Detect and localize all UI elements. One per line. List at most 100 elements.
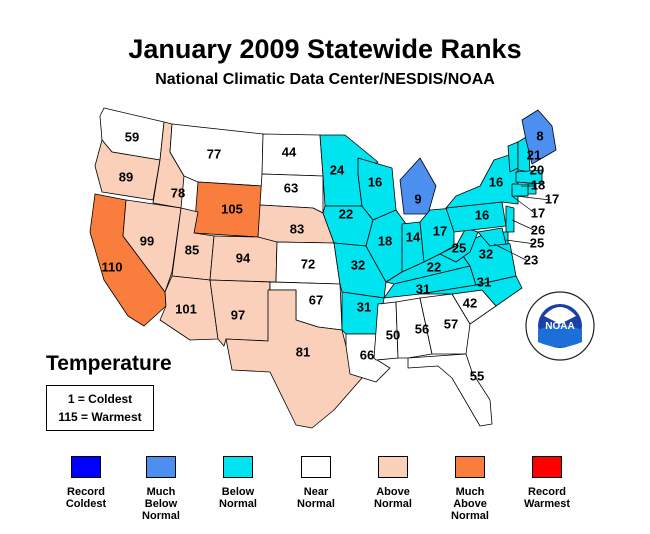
- state-nj: [505, 205, 515, 233]
- legend-label-near-normal: Near Normal: [276, 486, 356, 510]
- legend-label-record-coldest: Record Coldest: [46, 486, 126, 510]
- rank-label-la: 66: [360, 347, 374, 362]
- state-ga: [419, 293, 471, 355]
- rank-label-wa: 59: [125, 129, 139, 144]
- rank-label-nd: 44: [282, 144, 297, 159]
- leader-line: [511, 219, 537, 232]
- state-me: [521, 109, 557, 165]
- leader-line: [515, 195, 551, 201]
- leader-line: [493, 243, 529, 262]
- rank-label-tx: 81: [296, 344, 310, 359]
- legend-item-near-normal: Near Normal: [276, 456, 356, 510]
- rank-label-wi: 16: [368, 174, 382, 189]
- legend-label-line: Normal: [297, 498, 335, 510]
- states-layer: [89, 107, 557, 429]
- rank-label-ky: 22: [427, 259, 441, 274]
- rank-label-wv: 25: [452, 240, 466, 255]
- rank-label-ga: 57: [444, 316, 458, 331]
- rank-label-ia: 22: [339, 206, 353, 221]
- legend-label-line: Normal: [219, 498, 257, 510]
- rank-label-wy: 105: [221, 201, 243, 216]
- rank-label-tn: 31: [416, 281, 430, 296]
- rank-label-al: 56: [415, 321, 429, 336]
- legend-swatch-much-below-normal: [146, 456, 176, 478]
- state-ct: [511, 183, 529, 197]
- rank-label-mt: 77: [207, 146, 221, 161]
- rank-label-az: 101: [175, 301, 197, 316]
- rank-label-pa: 16: [475, 207, 489, 222]
- rank-label-nc: 31: [477, 274, 491, 289]
- rank-key-coldest: 1 = Coldest: [67, 392, 133, 406]
- legend-label-line: Normal: [374, 498, 412, 510]
- rank-label-ri: 17: [545, 191, 559, 206]
- rank-label-nv: 99: [140, 233, 154, 248]
- rank-label-ca: 110: [102, 259, 123, 274]
- state-ny: [445, 151, 519, 209]
- legend-label-much-below-normal: Much Below Normal: [121, 486, 201, 522]
- rank-label-il: 18: [378, 233, 392, 248]
- legend-label-line: Near: [303, 486, 329, 498]
- state-md: [477, 227, 507, 247]
- legend-label-much-above-normal: Much Above Normal: [430, 486, 510, 522]
- legend-label-record-warmest: Record Warmest: [507, 486, 587, 510]
- rank-label-sd: 63: [284, 180, 298, 195]
- state-vt: [507, 141, 519, 173]
- rank-label-ne: 83: [290, 221, 304, 236]
- state-tx: [225, 289, 363, 429]
- legend-item-much-below-normal: Much Below Normal: [121, 456, 201, 522]
- rank-label-oh: 17: [433, 223, 447, 238]
- rank-label-ct: 17: [531, 205, 545, 220]
- legend-label-line: Record: [528, 486, 566, 498]
- legend-label-line: Normal: [142, 510, 180, 522]
- legend-label-line: Much: [146, 486, 176, 498]
- rank-label-fl: 55: [470, 368, 484, 383]
- legend-item-record-coldest: Record Coldest: [46, 456, 126, 510]
- rank-label-de: 25: [530, 235, 544, 250]
- legend-item-record-warmest: Record Warmest: [507, 456, 587, 510]
- state-fl: [407, 353, 493, 427]
- legend-swatch-above-normal: [378, 456, 408, 478]
- legend-label-below-normal: Below Normal: [198, 486, 278, 510]
- legend-item-below-normal: Below Normal: [198, 456, 278, 510]
- legend-label-line: Above: [453, 498, 487, 510]
- legend-swatch-much-above-normal: [455, 456, 485, 478]
- legend-item-much-above-normal: Much Above Normal: [430, 456, 510, 522]
- legend-swatch-record-coldest: [71, 456, 101, 478]
- rank-label-mn: 24: [330, 162, 345, 177]
- rank-label-id: 78: [171, 185, 185, 200]
- rank-key-box: 1 = Coldest 115 = Warmest: [46, 385, 154, 431]
- rank-label-ms: 50: [386, 327, 400, 342]
- rank-label-nh: 20: [530, 162, 544, 177]
- legend-swatch-near-normal: [301, 456, 331, 478]
- rank-label-or: 89: [119, 169, 133, 184]
- rank-label-mi: 9: [414, 191, 421, 206]
- legend-label-above-normal: Above Normal: [353, 486, 433, 510]
- state-ms: [373, 301, 399, 361]
- rank-label-me: 8: [536, 128, 543, 143]
- legend-label-line: Above: [376, 486, 410, 498]
- legend-label-line: Normal: [451, 510, 489, 522]
- rank-label-nm: 97: [231, 307, 245, 322]
- legend-item-above-normal: Above Normal: [353, 456, 433, 510]
- rank-label-in: 14: [406, 229, 421, 244]
- state-or: [94, 139, 161, 201]
- state-nv: [122, 199, 182, 293]
- legend-label-line: Warmest: [523, 498, 571, 510]
- rank-label-ut: 85: [185, 242, 199, 257]
- rank-labels-layer: 5989110789977105851019497446383726781242…: [102, 128, 560, 383]
- rank-label-va: 32: [479, 246, 493, 261]
- rank-label-sc: 42: [463, 295, 477, 310]
- legend-label-line: Coldest: [65, 498, 107, 510]
- legend-label-line: Much: [455, 486, 485, 498]
- rank-key-warmest: 115 = Warmest: [58, 410, 142, 424]
- noaa-logo-text: NOAA: [545, 321, 574, 332]
- legend-swatch-below-normal: [223, 456, 253, 478]
- rank-label-ks: 72: [301, 256, 315, 271]
- rank-label-ok: 67: [309, 292, 323, 307]
- legend-label-line: Below: [221, 486, 255, 498]
- noaa-logo-icon: NOAA: [525, 291, 595, 361]
- rank-label-ma: 18: [531, 177, 545, 192]
- rank-label-co: 94: [236, 250, 251, 265]
- rank-label-ar: 31: [357, 299, 371, 314]
